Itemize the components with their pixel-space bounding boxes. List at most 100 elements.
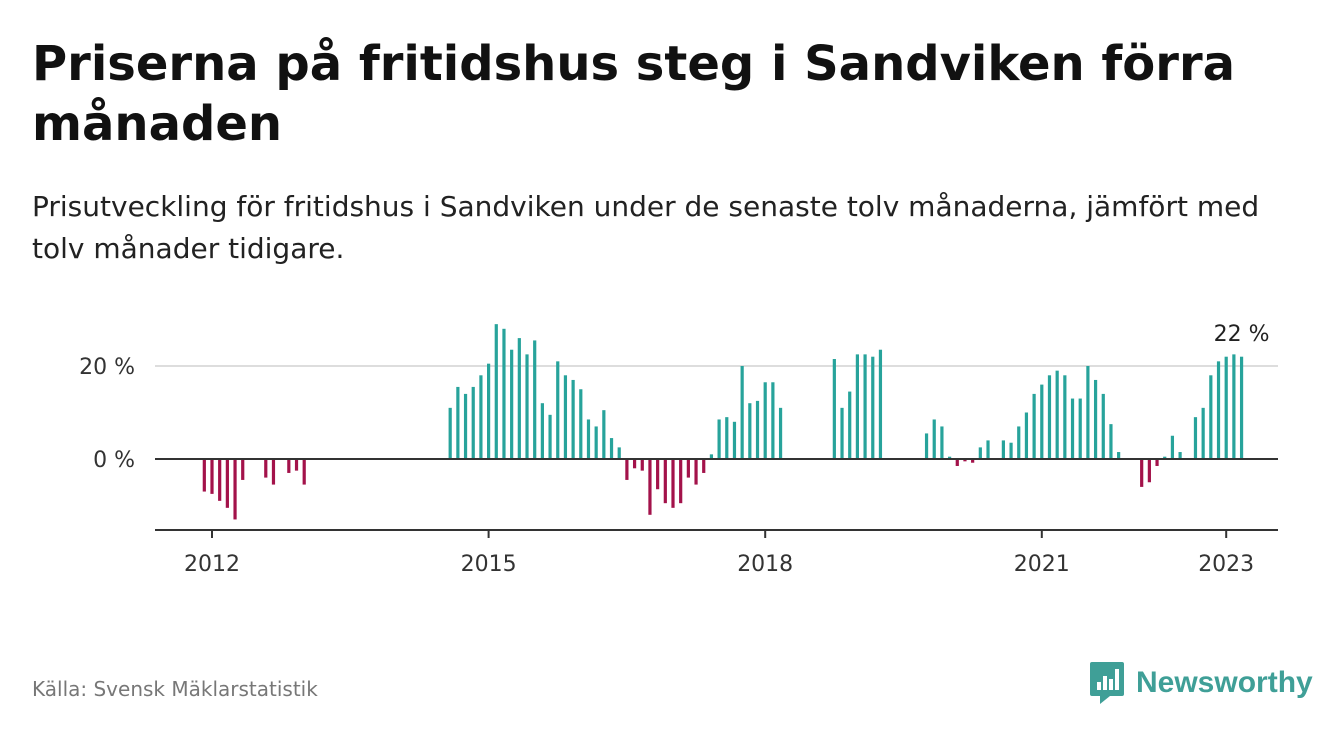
- bar: [948, 456, 952, 460]
- bar: [748, 403, 752, 459]
- bar: [1017, 426, 1021, 459]
- bar: [594, 426, 598, 459]
- x-tick-label: 2015: [461, 552, 517, 577]
- bar: [686, 459, 690, 478]
- bar: [855, 354, 859, 459]
- bar: [1140, 459, 1144, 487]
- bar: [1163, 456, 1167, 460]
- bar: [1224, 356, 1228, 459]
- bar: [233, 459, 237, 520]
- bar: [225, 459, 229, 508]
- bar: [778, 407, 783, 459]
- bar: [1055, 370, 1059, 459]
- bar: [878, 349, 883, 459]
- bar: [1155, 459, 1159, 466]
- y-tick-label: 20 %: [79, 355, 135, 380]
- bar: [1086, 366, 1090, 459]
- bar: [218, 459, 222, 501]
- bar: [448, 407, 452, 459]
- bar: [702, 459, 706, 473]
- bar: [763, 382, 767, 459]
- bar: [1063, 375, 1067, 459]
- bar: [709, 454, 714, 459]
- bar: [609, 438, 614, 459]
- bar: [940, 426, 944, 459]
- source-note: Källa: Svensk Mäklarstatistik: [32, 677, 318, 701]
- bar: [302, 459, 306, 485]
- bar: [1040, 384, 1044, 459]
- bar: [510, 349, 514, 459]
- bar: [487, 363, 491, 459]
- bar: [648, 459, 652, 515]
- bar: [679, 459, 683, 504]
- bar: [602, 410, 606, 459]
- bar: [202, 459, 206, 492]
- bar: [1147, 459, 1151, 483]
- bar: [871, 356, 875, 459]
- bar: [1109, 424, 1113, 460]
- bar: [456, 386, 460, 459]
- bar: [1209, 375, 1213, 459]
- bar: [1009, 442, 1013, 459]
- bar: [863, 354, 867, 459]
- bar: [771, 382, 775, 459]
- bar: [740, 366, 744, 459]
- bar: [663, 459, 667, 504]
- bar: [1101, 393, 1105, 459]
- bar: [241, 459, 245, 480]
- x-tick-label: 2023: [1198, 552, 1254, 577]
- bar: [656, 459, 660, 490]
- x-tick-label: 2012: [184, 552, 240, 577]
- bar: [640, 459, 644, 471]
- bar: [533, 340, 537, 459]
- bar: [502, 328, 506, 459]
- brand-name: Newsworthy: [1136, 666, 1313, 699]
- bar: [1232, 354, 1236, 459]
- label-layer: 0 % 20 % 2012 2015 2018 2021 2023 22 %: [79, 322, 1269, 577]
- bar: [963, 459, 967, 462]
- x-tick-label: 2018: [737, 552, 793, 577]
- bar: [1047, 375, 1052, 459]
- bar: [1201, 407, 1205, 459]
- bar: [971, 459, 975, 463]
- bar: [1170, 435, 1175, 459]
- bar: [556, 361, 560, 459]
- bar: [617, 447, 621, 460]
- bar: [725, 417, 729, 459]
- bar: [986, 440, 990, 459]
- chart-subtitle: Prisutveckling för fritidshus i Sandvike…: [32, 190, 1260, 265]
- bar: [671, 459, 675, 508]
- bar: [517, 338, 521, 459]
- bar: [1032, 393, 1036, 459]
- bar-chart: 0 % 20 % 2012 2015 2018 2021 2023 22 %: [79, 322, 1278, 577]
- bar-chart-icon: [1090, 662, 1124, 704]
- bar: [1001, 440, 1005, 459]
- bar: [632, 459, 637, 469]
- bar: [832, 359, 836, 459]
- bar: [586, 419, 591, 459]
- bar: [479, 375, 483, 459]
- bar: [848, 391, 852, 459]
- bar: [694, 459, 698, 485]
- bar: [210, 459, 214, 494]
- bar: [471, 386, 475, 459]
- bar: [271, 459, 276, 485]
- bar: [840, 407, 844, 459]
- bar: [1178, 452, 1182, 460]
- bar: [1239, 356, 1244, 459]
- bar: [294, 459, 299, 471]
- bar: [978, 447, 982, 460]
- bar: [563, 375, 568, 459]
- bar: [548, 414, 552, 459]
- bar: [1193, 417, 1198, 459]
- axis-layer: [155, 458, 1278, 538]
- chart-title: Priserna på fritidshus steg i Sandviken …: [32, 36, 1235, 152]
- bar: [525, 354, 529, 459]
- bar: [755, 400, 760, 460]
- bar: [1117, 452, 1121, 460]
- bar: [571, 379, 575, 459]
- bar: [932, 419, 936, 459]
- x-tick-label: 2021: [1014, 552, 1070, 577]
- bar-layer: [202, 324, 1244, 520]
- last-value-label: 22 %: [1214, 322, 1270, 347]
